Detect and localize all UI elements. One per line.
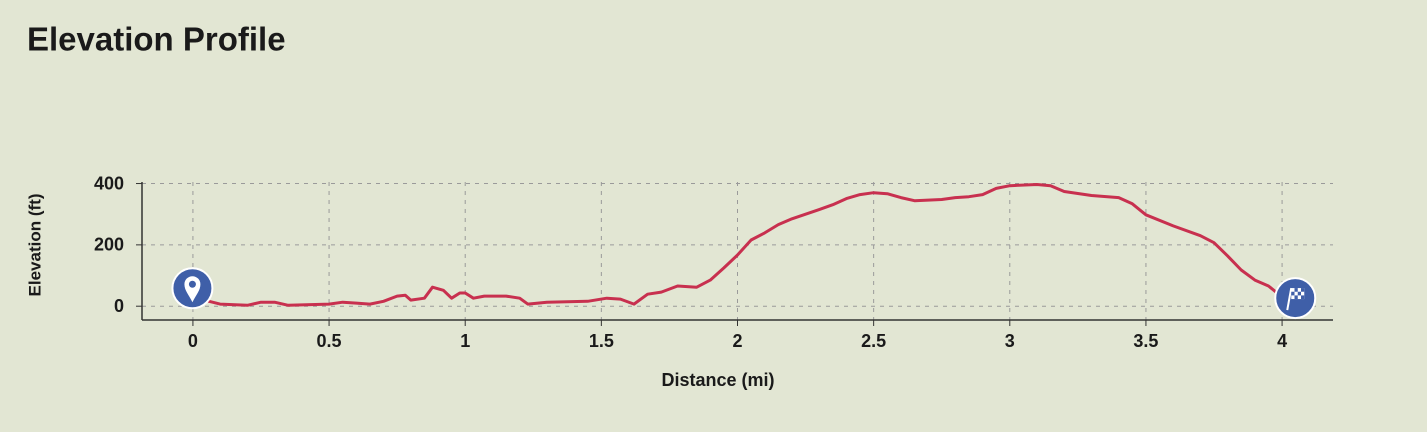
marker-part	[1294, 288, 1298, 292]
x-tick-label: 1	[460, 331, 470, 351]
x-tick-label: 3.5	[1133, 331, 1158, 351]
marker-part	[1291, 291, 1295, 296]
marker-part	[1297, 291, 1302, 296]
y-tick-label: 0	[114, 296, 124, 316]
y-axis-label: Elevation (ft)	[25, 194, 44, 297]
x-tick-label: 0	[188, 331, 198, 351]
y-tick-label: 400	[94, 173, 124, 193]
x-tick-label: 2.5	[861, 331, 886, 351]
marker-part	[1294, 295, 1298, 300]
start-marker	[171, 267, 214, 310]
chart-title: Elevation Profile	[27, 21, 286, 58]
elevation-line	[192, 183, 1291, 307]
x-tick-label: 2	[732, 331, 742, 351]
marker-part	[1301, 295, 1305, 300]
x-axis-label: Distance (mi)	[661, 370, 774, 390]
marker-part	[184, 276, 201, 303]
marker-part	[1301, 288, 1305, 292]
x-tick-label: 0.5	[317, 331, 342, 351]
marker-part	[188, 280, 196, 288]
y-tick-label: 200	[94, 235, 124, 255]
finish-marker	[1274, 277, 1317, 320]
marker-part	[1286, 287, 1293, 311]
x-tick-label: 4	[1277, 331, 1287, 351]
x-tick-label: 1.5	[589, 331, 614, 351]
x-tick-label: 3	[1005, 331, 1015, 351]
